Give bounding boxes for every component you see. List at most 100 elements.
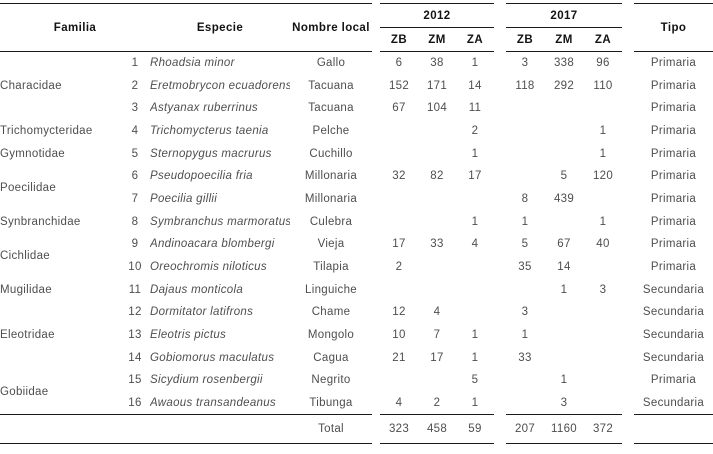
local-name-cell: Chame xyxy=(311,306,351,319)
count-2017-zm-cell xyxy=(544,346,584,369)
header-2017-za: ZA xyxy=(584,27,622,52)
count-2017-zb-cell: 5 xyxy=(521,238,529,251)
family-cell: Cichlidae xyxy=(0,249,51,262)
type-cell: Secundaria xyxy=(642,329,705,342)
table-row: Cichlidae 9 Andinoacara blombergi Vieja 17 33… xyxy=(0,233,713,261)
column-gap xyxy=(372,4,380,52)
local-name-cell: Millonaria xyxy=(304,170,358,183)
count-2012-zb-cell: 4 xyxy=(395,396,403,409)
column-gap xyxy=(494,415,506,444)
column-gap xyxy=(622,52,634,75)
column-gap xyxy=(622,188,634,211)
count-2017-za-cell: 40 xyxy=(596,238,610,251)
family-cell: Poecilidae xyxy=(0,181,57,194)
count-2017-za-cell xyxy=(584,188,622,211)
total-2012-za: 59 xyxy=(456,414,494,444)
table-row: 3 Astyanax ruberrinus Tacuana 67 104 11 Primar… xyxy=(0,97,713,120)
count-2012-zb-cell xyxy=(380,210,418,233)
species-cell: Poecilia gillii xyxy=(150,192,218,205)
row-number-cell: 14 xyxy=(128,351,142,364)
count-2017-zm-cell: 1 xyxy=(560,283,568,296)
count-2012-zb-cell: 12 xyxy=(392,306,406,319)
local-name-cell: Millonaria xyxy=(304,192,358,205)
local-name-cell: Vieja xyxy=(317,238,345,251)
count-2012-zm-cell: 7 xyxy=(433,329,441,342)
count-2017-zb-cell xyxy=(506,392,544,415)
table-row: 16 Awaous transandeanus Tibunga 4 2 1 3 Secunda… xyxy=(0,392,713,415)
count-2012-za-cell: 1 xyxy=(471,147,479,160)
row-number-cell: 6 xyxy=(131,170,139,183)
count-2012-zm-cell: 171 xyxy=(426,79,448,92)
column-gap xyxy=(494,392,506,415)
column-gap xyxy=(494,165,506,188)
count-2012-zm-cell xyxy=(418,210,456,233)
family-cell: Eleotridae xyxy=(0,329,55,342)
count-2017-zb-cell: 1 xyxy=(521,215,529,228)
header-row-zones: ZB ZM ZA ZB ZM ZA xyxy=(0,27,713,52)
local-name-cell: Linguiche xyxy=(305,283,357,296)
table-row: Synbranchidae 8 Symbranchus marmoratus Cule… xyxy=(0,210,713,233)
header-year-2012: 2012 xyxy=(380,3,494,28)
column-gap xyxy=(622,74,634,97)
column-gap xyxy=(372,392,380,415)
column-gap xyxy=(372,233,380,256)
header-2017-zm: ZM xyxy=(544,27,584,52)
count-2012-za-cell: 1 xyxy=(471,351,479,364)
count-2012-zb-cell xyxy=(380,142,418,165)
column-gap xyxy=(622,278,634,301)
local-name-cell: Negrito xyxy=(311,374,351,387)
column-gap xyxy=(622,301,634,324)
species-abundance-table: Familia Especie Nombre local 2012 2017 T… xyxy=(0,3,713,444)
row-number-cell: 2 xyxy=(131,79,139,92)
header-2012-zm: ZM xyxy=(418,27,456,52)
type-cell: Primaria xyxy=(650,57,697,70)
family-cell: Synbranchidae xyxy=(0,215,81,228)
type-cell: Primaria xyxy=(650,147,697,160)
table-body: Characidae 1 Rhoadsia minor Gallo 6 38 1 3 338 96… xyxy=(0,52,713,415)
count-2012-zm-cell: 104 xyxy=(426,102,448,115)
table-row: Gobiidae 15 Sicydium rosenbergii Negrito 5 1 P… xyxy=(0,369,713,397)
type-cell: Primaria xyxy=(650,102,697,115)
header-year-2017: 2017 xyxy=(506,3,622,28)
count-2012-zb-cell xyxy=(380,120,418,143)
header-especie: Especie xyxy=(150,3,290,52)
species-cell: Symbranchus marmoratus xyxy=(150,215,290,228)
column-gap xyxy=(622,210,634,233)
type-cell: Primaria xyxy=(650,238,697,251)
count-2012-za-cell xyxy=(456,301,494,324)
count-2012-zm-cell xyxy=(418,188,456,211)
type-cell: Primaria xyxy=(650,374,697,387)
count-2017-zb-cell: 33 xyxy=(518,351,532,364)
species-cell: Oreochromis niloticus xyxy=(150,261,267,274)
species-cell: Pseudopoecilia fria xyxy=(150,170,253,183)
table-row: Gymnotidae 5 Sternopygus macrurus Cuchillo 1… xyxy=(0,142,713,165)
local-name-cell: Tacuana xyxy=(308,79,354,92)
count-2017-za-cell: 1 xyxy=(599,124,607,137)
count-2012-za-cell: 14 xyxy=(468,79,482,92)
type-cell: Secundaria xyxy=(642,396,705,409)
header-tipo: Tipo xyxy=(634,3,713,52)
count-2012-zb-cell: 32 xyxy=(392,170,406,183)
count-2017-zb-cell xyxy=(506,120,544,143)
count-2017-zb-cell xyxy=(506,165,544,188)
type-cell: Primaria xyxy=(650,192,697,205)
species-cell: Dormitator latifrons xyxy=(150,306,254,319)
header-familia: Familia xyxy=(0,3,150,52)
column-gap xyxy=(372,120,380,143)
count-2017-zb-cell: 35 xyxy=(518,261,532,274)
count-2017-za-cell xyxy=(584,256,622,279)
column-gap xyxy=(622,415,634,444)
count-2017-zb-cell xyxy=(506,369,544,392)
count-2012-za-cell: 4 xyxy=(471,238,479,251)
count-2012-za-cell: 1 xyxy=(471,215,479,228)
count-2012-zb-cell xyxy=(380,278,418,301)
count-2012-zb-cell xyxy=(380,369,418,392)
count-2017-zm-cell: 67 xyxy=(557,238,571,251)
row-number-cell: 4 xyxy=(131,124,139,137)
type-cell: Primaria xyxy=(650,124,697,137)
column-gap xyxy=(622,346,634,369)
count-2017-za-cell: 120 xyxy=(592,170,614,183)
count-2017-zb-cell: 118 xyxy=(515,79,535,92)
family-cell: Characidae xyxy=(0,79,62,92)
